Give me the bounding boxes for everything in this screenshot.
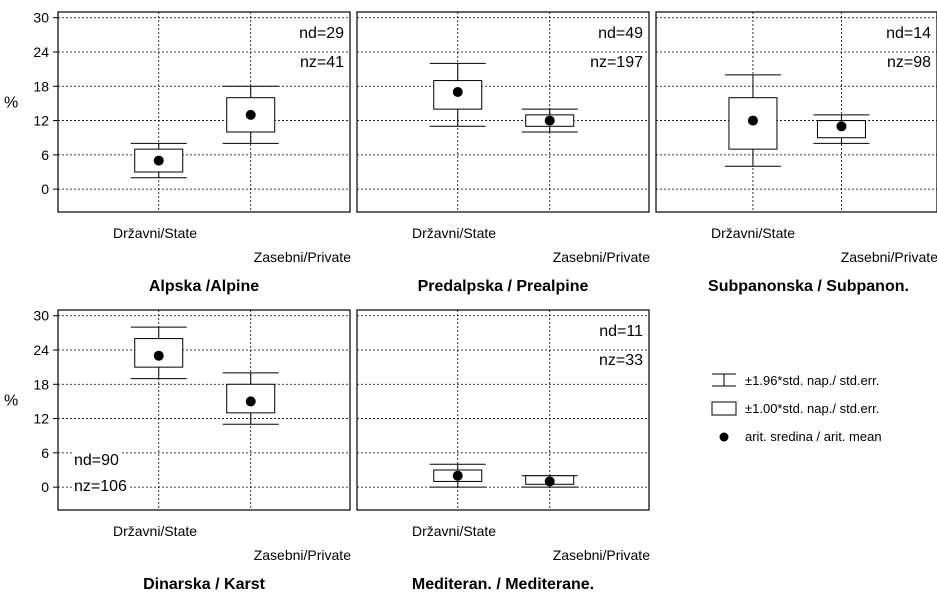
category-label-state: Državni/State xyxy=(113,523,197,539)
y-tick-label: 30 xyxy=(33,308,49,324)
legend: ±1.96*std. nap./ std.err. ±1.00*std. nap.… xyxy=(711,373,882,444)
y-tick-label: 0 xyxy=(41,181,49,197)
category-label-state: Državni/State xyxy=(412,225,496,241)
y-tick-label: 6 xyxy=(41,147,49,163)
annotation-bg xyxy=(596,352,646,369)
mean-dot xyxy=(544,115,555,126)
category-label-private: Zasebni/Private xyxy=(254,249,351,265)
annotation-bg xyxy=(588,54,646,71)
y-tick-label: 0 xyxy=(41,479,49,495)
nz-label: nz=41 xyxy=(300,54,344,71)
category-label-state: Državni/State xyxy=(412,523,496,539)
legend-label-whisker: ±1.96*std. nap./ std.err. xyxy=(745,373,879,388)
panel-frame xyxy=(57,11,351,213)
panel-frame xyxy=(655,11,937,213)
y-tick-label: 6 xyxy=(41,445,49,461)
y-tick-label: 24 xyxy=(33,44,49,60)
mean-dot xyxy=(836,121,847,132)
box-state xyxy=(130,142,187,179)
panel-title: Mediteran. / Mediterane. xyxy=(412,576,594,593)
mean-dot xyxy=(544,476,555,487)
box-private xyxy=(813,114,870,144)
box-state xyxy=(429,62,486,127)
category-label-private: Zasebni/Private xyxy=(841,249,937,265)
panel-4: 0 6 12 18 24 30% nd=90 nz=106 Državni/State Zaseb… xyxy=(4,308,351,593)
y-tick-label: 18 xyxy=(33,376,49,392)
y-axis-label: % xyxy=(4,94,18,111)
legend-label-box: ±1.00*std. nap./ std.err. xyxy=(745,401,879,416)
nd-label: nd=29 xyxy=(299,25,344,42)
category-label-private: Zasebni/Private xyxy=(553,547,650,563)
mean-dot xyxy=(452,87,463,97)
panel-title: Dinarska / Karst xyxy=(143,576,266,593)
box-state xyxy=(429,463,486,488)
annotation-bg xyxy=(884,25,934,42)
y-tick-label: 12 xyxy=(33,113,49,129)
mean-dot xyxy=(245,109,256,120)
panel-3: nd=14 nz=98 Državni/State Zasebni/Private Su… xyxy=(655,11,937,295)
y-tick-label: 12 xyxy=(33,411,49,427)
mean-dot xyxy=(153,350,164,361)
panel-5: nd=11 nz=33 Državni/State Zasebni/Private Me… xyxy=(356,309,650,593)
annotation-bg xyxy=(72,478,130,495)
annotation-bg xyxy=(297,25,347,42)
panel-title: Alpska /Alpine xyxy=(149,278,259,295)
nz-label: nz=106 xyxy=(74,478,127,495)
mean-dot xyxy=(452,470,463,481)
annotation-bg xyxy=(596,25,646,42)
nd-label: nd=14 xyxy=(886,25,931,42)
mean-dot xyxy=(153,155,164,166)
box-state xyxy=(724,74,781,167)
box-private xyxy=(222,372,279,425)
panel-1: 0 6 12 18 24 30% nd=29 nz=41 Državni/State Zasebn… xyxy=(4,10,351,295)
annotation-bg xyxy=(884,54,934,71)
y-tick-label: 18 xyxy=(33,78,49,94)
box-rect xyxy=(134,338,184,368)
nd-label: nd=90 xyxy=(74,452,119,469)
annotation-bg xyxy=(72,452,122,469)
box-state xyxy=(130,326,187,380)
annotation-bg xyxy=(597,323,646,340)
panel-frame xyxy=(356,11,650,213)
y-tick-label: 24 xyxy=(33,342,49,358)
nz-label: nz=197 xyxy=(590,54,643,71)
category-label-state: Državni/State xyxy=(711,225,795,241)
nd-label: nd=49 xyxy=(598,25,643,42)
panel-title: Predalpska / Prealpine xyxy=(418,278,589,295)
annotation-bg xyxy=(297,54,347,71)
box-private xyxy=(521,108,578,133)
legend-dot xyxy=(719,432,729,442)
panel-title: Subpanonska / Subpanon. xyxy=(708,278,909,295)
nz-label: nz=33 xyxy=(599,352,643,369)
y-tick-label: 30 xyxy=(33,10,49,26)
box-private xyxy=(521,475,578,488)
legend-box xyxy=(711,401,737,416)
panel-2: nd=49 nz=197 Državni/State Zasebni/Private P… xyxy=(356,11,650,295)
mean-dot xyxy=(747,115,758,126)
nz-label: nz=98 xyxy=(887,54,931,71)
mean-dot xyxy=(245,396,256,407)
legend-label-dot: arit. sredina / arit. mean xyxy=(745,429,882,444)
category-label-private: Zasebni/Private xyxy=(254,547,351,563)
y-axis-label: % xyxy=(4,392,18,409)
category-label-state: Državni/State xyxy=(113,225,197,241)
panel-frame xyxy=(356,309,650,511)
category-label-private: Zasebni/Private xyxy=(553,249,650,265)
panel-frame xyxy=(57,309,351,511)
nd-label: nd=11 xyxy=(599,323,643,340)
box-private xyxy=(222,85,279,144)
